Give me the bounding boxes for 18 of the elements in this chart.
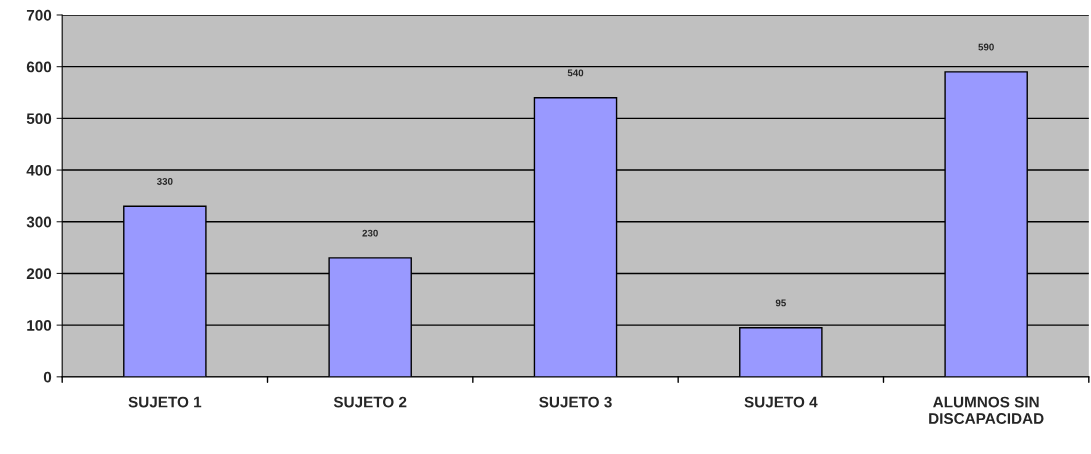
data-label: 330 <box>156 177 173 185</box>
y-tick-label: 200 <box>26 268 52 280</box>
data-label: 590 <box>978 43 994 51</box>
y-tick-label: 400 <box>26 164 52 176</box>
data-label: 95 <box>775 299 786 307</box>
x-tick-label: ALUMNOS SIN DISCAPACIDAD <box>929 396 1044 424</box>
data-label: 540 <box>567 69 584 77</box>
y-tick-label: 600 <box>26 61 52 73</box>
x-tick-label: SUJETO 4 <box>744 396 818 408</box>
y-tick-label: 700 <box>26 9 52 21</box>
y-tick-label: 0 <box>43 371 52 383</box>
y-tick-label: 300 <box>26 216 52 228</box>
x-tick-label: SUJETO 1 <box>128 396 202 408</box>
x-tick-label: SUJETO 2 <box>333 396 407 408</box>
x-tick-label: SUJETO 3 <box>539 396 612 408</box>
y-tick-label: 500 <box>26 113 52 125</box>
data-label: 230 <box>362 229 378 237</box>
y-tick-label: 100 <box>27 320 52 331</box>
